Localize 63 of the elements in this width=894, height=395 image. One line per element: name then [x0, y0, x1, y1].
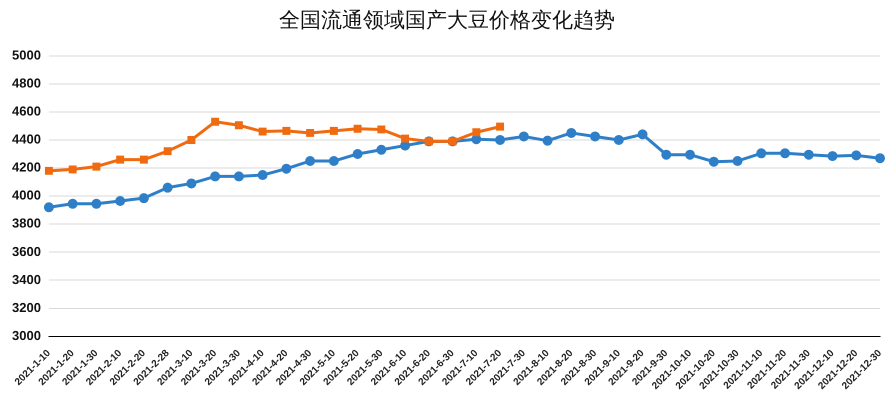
point	[44, 202, 54, 212]
point	[258, 170, 268, 180]
y-tick-label: 4600	[12, 103, 41, 118]
point	[708, 156, 719, 167]
point	[234, 171, 244, 182]
point	[685, 150, 696, 160]
y-tick-label: 3600	[12, 244, 41, 259]
y-tick-label: 3400	[12, 272, 41, 287]
point	[875, 153, 885, 164]
point	[590, 131, 600, 142]
point	[164, 147, 172, 156]
point	[566, 128, 576, 138]
point	[496, 122, 504, 131]
point	[282, 126, 290, 135]
point	[661, 150, 672, 160]
y-tick-label: 4800	[12, 75, 41, 90]
point	[638, 129, 648, 140]
point	[92, 162, 100, 171]
point	[518, 131, 529, 142]
point	[804, 150, 814, 160]
point	[306, 128, 314, 137]
point	[162, 182, 173, 193]
chart-title: 全国流通领域国产大豆价格变化趋势	[278, 7, 616, 34]
point	[472, 128, 480, 136]
point	[780, 148, 790, 158]
point	[234, 121, 243, 130]
point	[377, 125, 386, 134]
point	[258, 128, 267, 136]
point	[68, 165, 77, 174]
y-tick-label: 4200	[12, 160, 41, 175]
y-tick-label: 3800	[12, 216, 41, 231]
y-tick-label: 3200	[12, 300, 41, 315]
point	[400, 140, 410, 151]
y-tick-label: 4000	[12, 188, 41, 203]
y-tick-label: 5000	[12, 47, 41, 62]
point	[328, 156, 339, 166]
point	[542, 136, 553, 146]
point	[68, 198, 78, 209]
point	[140, 156, 148, 164]
point	[281, 164, 292, 174]
point	[211, 118, 220, 126]
point	[851, 150, 862, 160]
point	[138, 193, 149, 204]
point	[376, 144, 386, 155]
point	[732, 156, 743, 166]
point	[828, 151, 838, 162]
point	[91, 198, 102, 209]
point	[44, 166, 53, 175]
point	[614, 134, 624, 145]
point	[187, 136, 196, 144]
point	[354, 124, 362, 133]
y-tick-label: 4400	[12, 132, 41, 147]
point	[210, 171, 220, 182]
point	[756, 148, 766, 158]
point	[186, 178, 196, 188]
point	[330, 126, 338, 135]
point	[352, 148, 363, 159]
y-tick-label: 3000	[12, 328, 41, 343]
point	[116, 156, 124, 164]
point	[495, 134, 506, 145]
point	[115, 196, 126, 206]
point	[305, 156, 316, 166]
point	[401, 134, 410, 143]
